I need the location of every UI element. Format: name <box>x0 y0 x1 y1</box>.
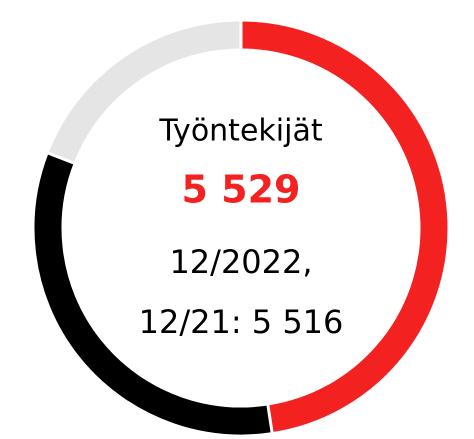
center-previous: 12/21: 5 516 <box>139 303 344 341</box>
separator <box>264 391 275 439</box>
separator <box>35 146 87 170</box>
donut-segment <box>240 21 448 433</box>
donut-segment <box>48 21 242 164</box>
center-date: 12/2022, <box>169 243 312 281</box>
center-value: 5 529 <box>182 168 301 212</box>
center-label: Työntekijät <box>158 114 322 149</box>
donut-segment <box>34 153 273 435</box>
